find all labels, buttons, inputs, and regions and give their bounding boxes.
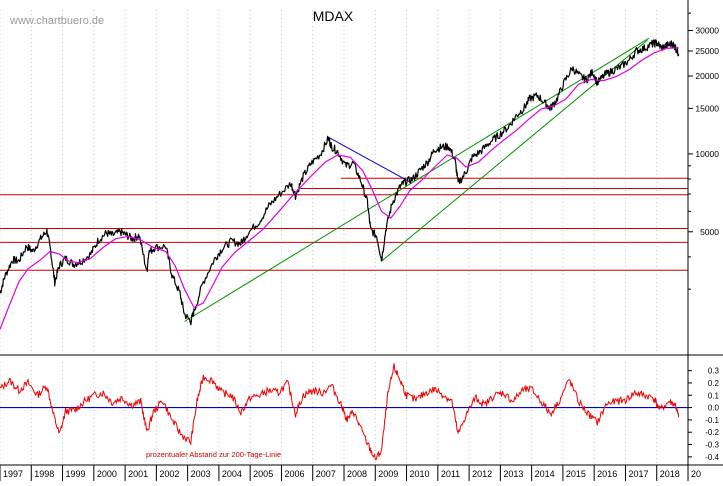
y-tick-label: 20000 (695, 71, 719, 81)
x-tick-label: 2015 (566, 469, 586, 479)
y-tick-label: 5000 (700, 227, 719, 237)
y-tick-label: 15000 (695, 103, 719, 113)
resistance-trendline (328, 136, 410, 183)
x-tick-label: 2018 (660, 469, 680, 479)
osc-tick-label: 0.3 (708, 367, 720, 376)
x-tick-label: 1999 (66, 469, 86, 479)
y-tick-label: 30000 (695, 25, 719, 35)
support-trendline (184, 37, 650, 322)
osc-tick-label: -0.4 (705, 453, 719, 462)
oscillator-annotation: prozentualer Abstand zur 200-Tage-Linie (146, 450, 281, 459)
y-tick-label: 10000 (695, 149, 719, 159)
x-tick-label: 2006 (284, 469, 304, 479)
x-tick-label: 2014 (535, 469, 555, 479)
osc-tick-label: 0.0 (708, 404, 720, 413)
x-tick-label: 2013 (503, 469, 523, 479)
x-tick-label: 2000 (97, 469, 117, 479)
x-tick-label: 2011 (441, 469, 460, 479)
osc-tick-label: 0.2 (708, 379, 720, 388)
series-layer (0, 39, 688, 461)
osc-tick-label: -0.3 (705, 441, 719, 450)
horizontal-levels-layer (0, 177, 688, 271)
x-tick-label: 2017 (628, 469, 648, 479)
osc-tick-label: -0.2 (705, 428, 719, 437)
oscillator-line (0, 363, 680, 461)
x-tick-label: 2003 (191, 469, 211, 479)
x-tick-label: 2016 (597, 469, 617, 479)
sma-200-line (0, 47, 679, 330)
source-watermark: www.chartbuero.de (9, 15, 104, 27)
x-tick-label: 2002 (159, 469, 179, 479)
x-tick-label: 2012 (472, 469, 492, 479)
x-tick-label: 2007 (316, 469, 336, 479)
x-tick-label: 2004 (222, 469, 242, 479)
osc-tick-label: 0.1 (708, 391, 720, 400)
x-tick-label: 2009 (378, 469, 398, 479)
x-tick-label: 1998 (34, 469, 54, 479)
y-tick-label: 25000 (695, 46, 719, 56)
chart-title: MDAX (313, 8, 354, 24)
x-tick-label: 2010 (410, 469, 430, 479)
osc-tick-label: -0.1 (705, 416, 719, 425)
x-tick-label: 2008 (347, 469, 367, 479)
x-tick-label: 2005 (253, 469, 273, 479)
x-tick-label: 1997 (3, 469, 23, 479)
x-tick-label: 20 (691, 469, 701, 479)
x-tick-label: 2001 (128, 469, 148, 479)
mdax-price-line (0, 39, 680, 326)
